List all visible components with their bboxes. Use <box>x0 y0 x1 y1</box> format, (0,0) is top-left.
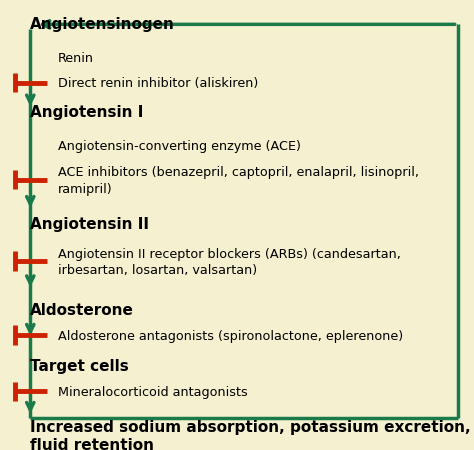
Text: Increased sodium absorption, potassium excretion,
fluid retention: Increased sodium absorption, potassium e… <box>30 420 471 450</box>
Text: Angiotensin I: Angiotensin I <box>30 105 144 120</box>
Text: Aldosterone antagonists (spironolactone, eplerenone): Aldosterone antagonists (spironolactone,… <box>58 330 403 342</box>
Text: Aldosterone: Aldosterone <box>30 303 134 319</box>
Text: Mineralocorticoid antagonists: Mineralocorticoid antagonists <box>58 386 248 399</box>
Text: Angiotensin-converting enzyme (ACE): Angiotensin-converting enzyme (ACE) <box>58 140 301 153</box>
Text: Angiotensin II receptor blockers (ARBs) (candesartan,
irbesartan, losartan, vals: Angiotensin II receptor blockers (ARBs) … <box>58 248 401 277</box>
Text: Direct renin inhibitor (aliskiren): Direct renin inhibitor (aliskiren) <box>58 77 258 90</box>
Text: Angiotensinogen: Angiotensinogen <box>30 17 175 32</box>
Text: Angiotensin II: Angiotensin II <box>30 217 149 233</box>
Text: Target cells: Target cells <box>30 359 129 374</box>
Text: ACE inhibitors (benazepril, captopril, enalapril, lisinopril,
ramipril): ACE inhibitors (benazepril, captopril, e… <box>58 166 419 196</box>
Text: Renin: Renin <box>58 52 94 65</box>
